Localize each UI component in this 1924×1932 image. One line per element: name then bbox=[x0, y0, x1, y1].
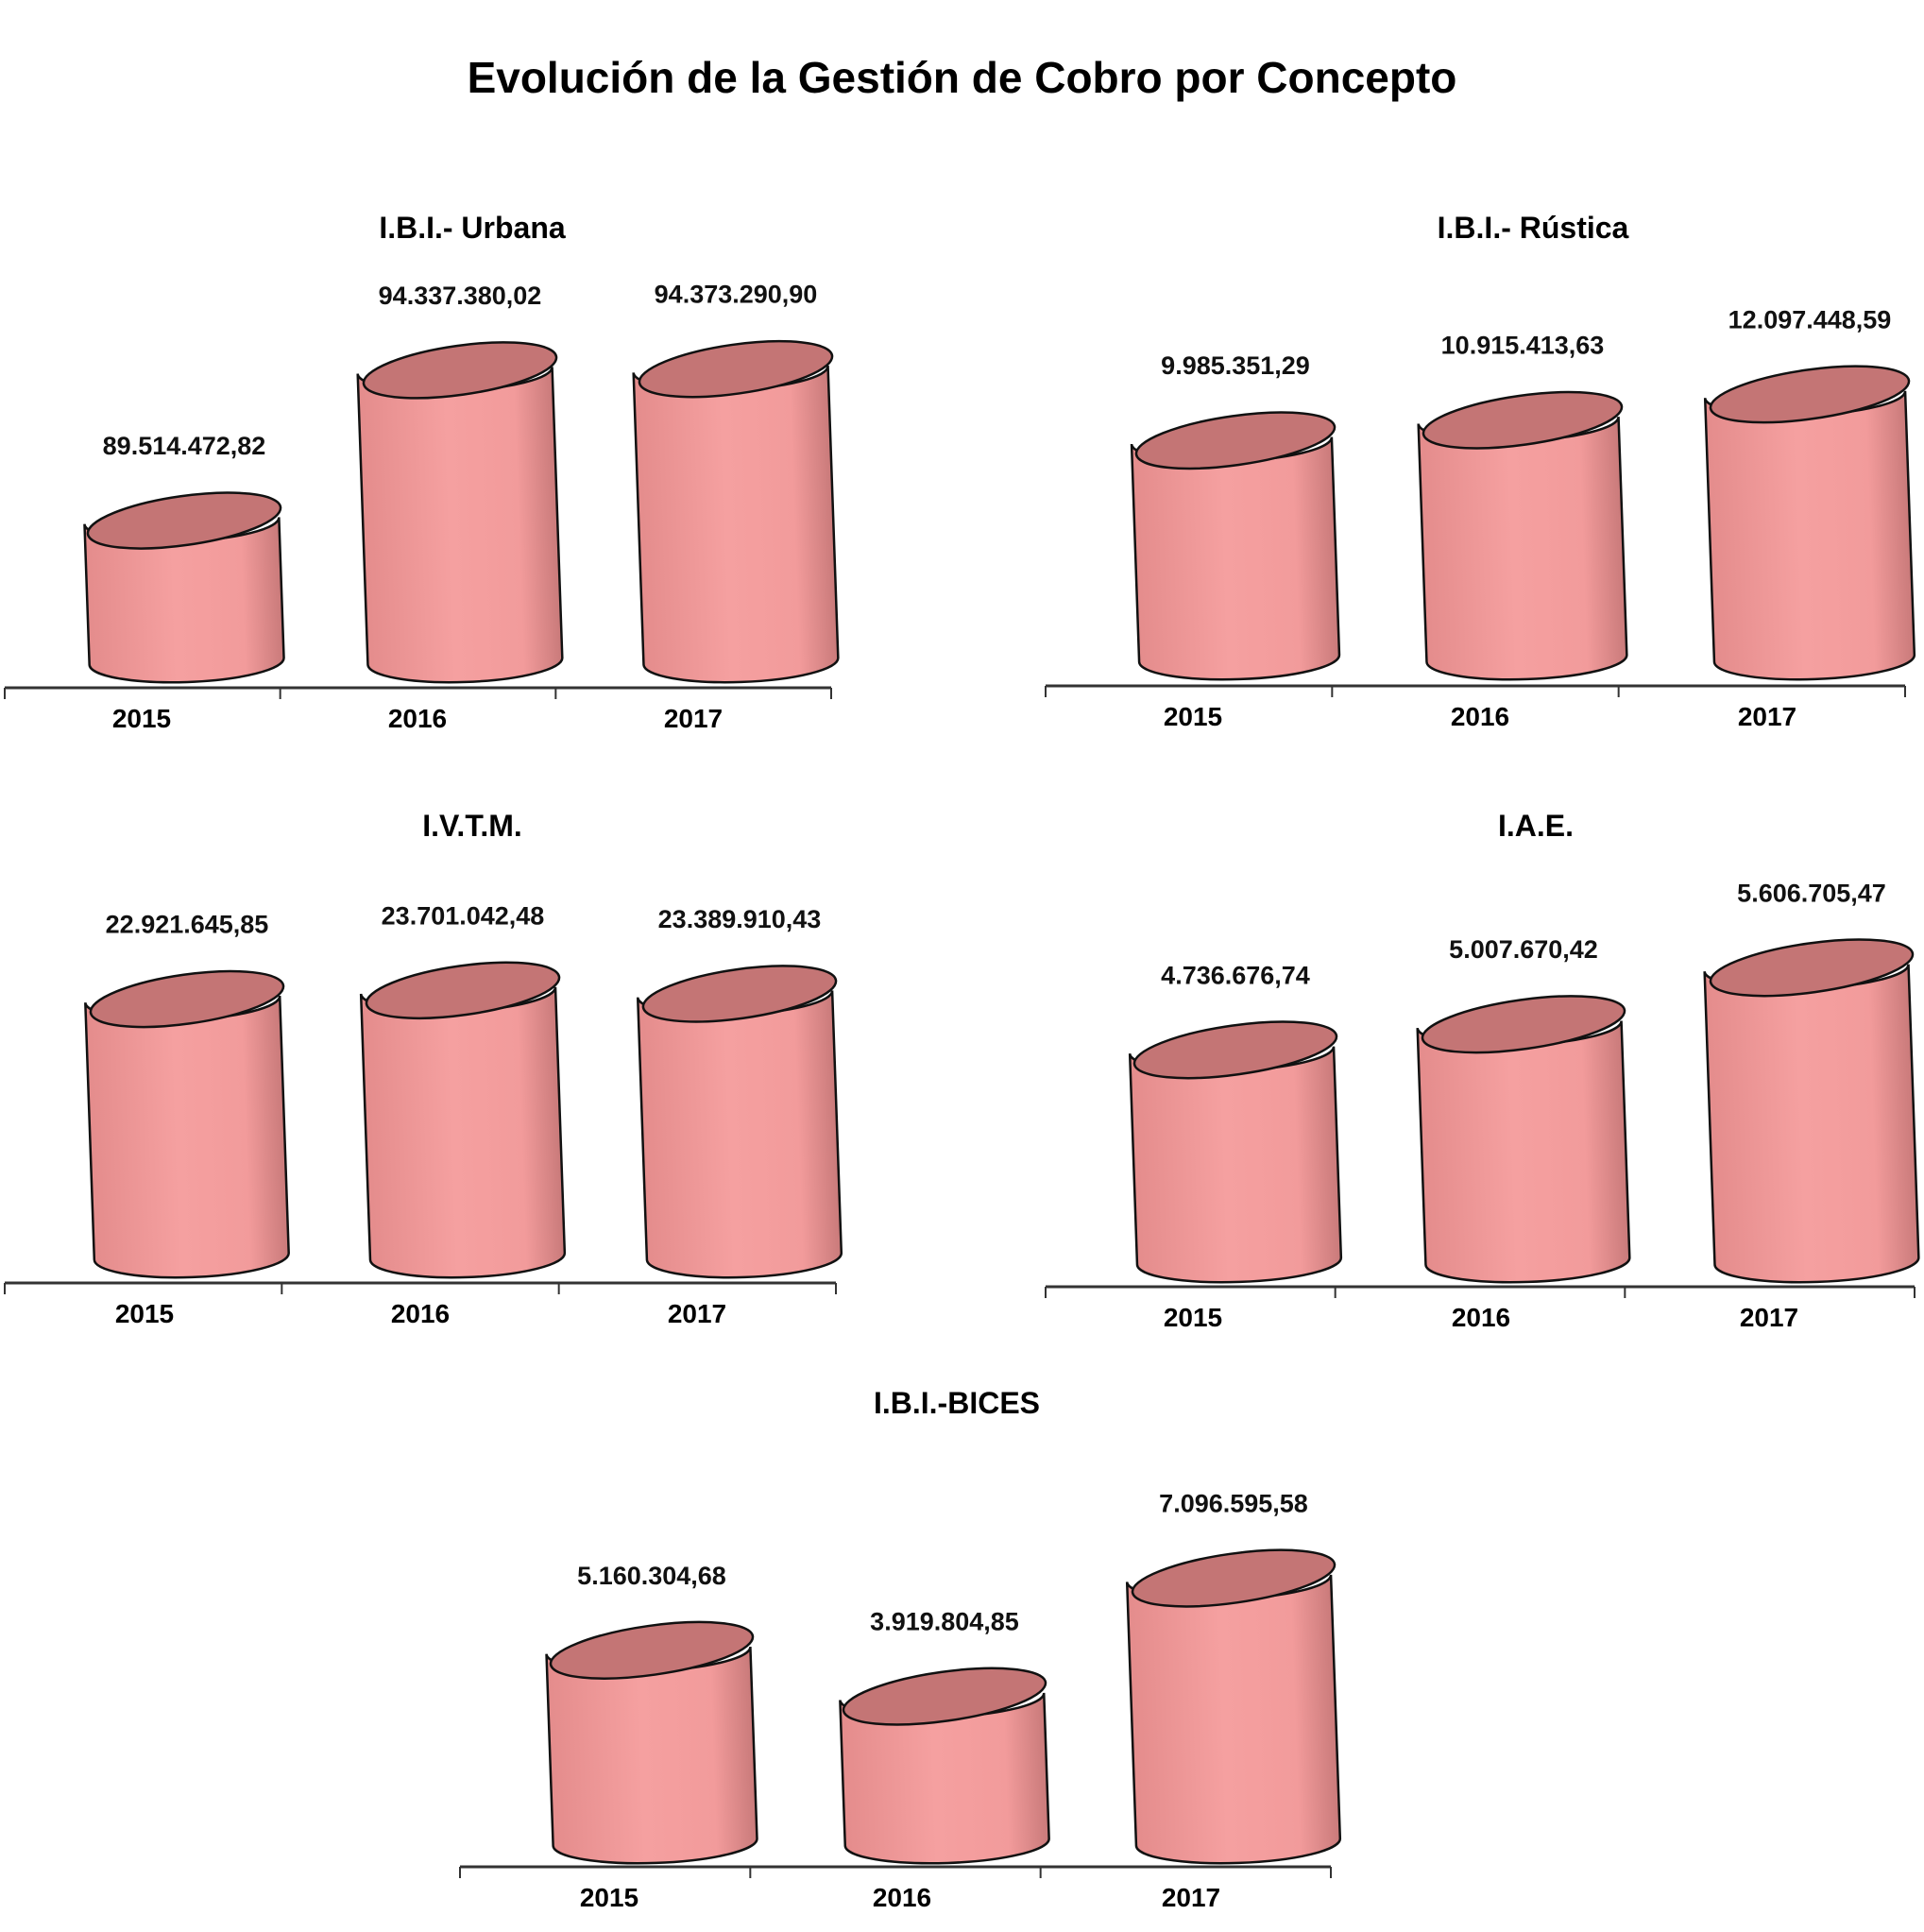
bar-top bbox=[362, 341, 558, 400]
bar-body bbox=[1703, 964, 1920, 1284]
bar-2017 bbox=[1703, 938, 1920, 1284]
bar-body bbox=[632, 366, 840, 684]
x-tick-label: 2015 bbox=[580, 1883, 638, 1912]
bar-body bbox=[1416, 1020, 1631, 1284]
bar-top bbox=[1422, 390, 1624, 450]
bar-2016 bbox=[359, 961, 567, 1279]
bar-2017 bbox=[636, 965, 843, 1279]
x-tick-label: 2016 bbox=[391, 1299, 450, 1328]
data-label: 94.337.380,02 bbox=[379, 282, 542, 310]
bar-body bbox=[636, 990, 843, 1279]
x-tick-label: 2016 bbox=[1451, 702, 1509, 731]
data-label: 22.921.645,85 bbox=[106, 911, 269, 939]
data-label: 23.389.910,43 bbox=[658, 905, 822, 933]
bar-2015 bbox=[84, 969, 290, 1279]
bar-2017 bbox=[1703, 365, 1916, 681]
data-label: 3.919.804,85 bbox=[870, 1608, 1019, 1636]
bar-2016 bbox=[356, 341, 564, 684]
data-label: 5.160.304,68 bbox=[577, 1562, 726, 1590]
page-title: Evolución de la Gestión de Cobro por Con… bbox=[467, 53, 1457, 102]
bar-top bbox=[89, 969, 285, 1029]
chart-1: I.B.I.- Urbana 89.514.472,82 2015 94.337.38… bbox=[4, 211, 840, 733]
data-label: 94.373.290,90 bbox=[655, 281, 818, 309]
x-tick-label: 2017 bbox=[664, 704, 723, 733]
bar-top bbox=[1132, 1020, 1338, 1080]
x-tick-label: 2015 bbox=[115, 1299, 174, 1328]
bar-2015 bbox=[1130, 411, 1341, 681]
bar-body bbox=[545, 1646, 758, 1865]
bar-top bbox=[1709, 938, 1915, 998]
bar-body bbox=[1703, 390, 1916, 681]
bar-2015 bbox=[83, 491, 285, 684]
data-label: 5.007.670,42 bbox=[1449, 935, 1598, 964]
bar-2016 bbox=[1417, 390, 1628, 681]
chart-title: I.B.I.- Rústica bbox=[1438, 211, 1629, 245]
chart-title: I.A.E. bbox=[1498, 809, 1574, 843]
bar-top bbox=[1709, 365, 1911, 424]
chart-title: I.V.T.M. bbox=[422, 809, 522, 843]
bar-body bbox=[359, 986, 567, 1279]
chart-5: I.B.I.-BICES 5.160.304,68 2015 3.919.804,85… bbox=[459, 1386, 1342, 1912]
chart-2: I.B.I.- Rústica 9.985.351,29 2015 10.915.41… bbox=[1045, 211, 1916, 731]
bar-top bbox=[1134, 411, 1337, 470]
bar-body bbox=[1125, 1574, 1342, 1865]
x-tick-label: 2015 bbox=[1164, 702, 1222, 731]
data-label: 7.096.595,58 bbox=[1159, 1490, 1308, 1518]
chart-title: I.B.I.-BICES bbox=[874, 1386, 1040, 1420]
data-label: 10.915.413,63 bbox=[1441, 332, 1605, 360]
data-label: 9.985.351,29 bbox=[1161, 351, 1310, 380]
data-label: 89.514.472,82 bbox=[103, 432, 266, 460]
x-tick-label: 2016 bbox=[1452, 1303, 1510, 1332]
x-tick-label: 2016 bbox=[388, 704, 447, 733]
bar-top bbox=[842, 1667, 1047, 1726]
bar-2015 bbox=[545, 1620, 758, 1865]
data-label: 4.736.676,74 bbox=[1161, 961, 1310, 989]
x-tick-label: 2015 bbox=[112, 704, 171, 733]
x-tick-label: 2016 bbox=[873, 1883, 931, 1912]
data-label: 23.701.042,48 bbox=[382, 901, 545, 930]
bar-body bbox=[84, 995, 290, 1279]
bar-top bbox=[365, 961, 561, 1019]
bar-top bbox=[641, 965, 838, 1023]
bar-top bbox=[1131, 1548, 1337, 1608]
bar-top bbox=[549, 1620, 755, 1680]
bar-2016 bbox=[839, 1667, 1050, 1865]
x-tick-label: 2017 bbox=[668, 1299, 726, 1328]
bar-top bbox=[638, 339, 834, 399]
bar-body bbox=[1128, 1046, 1343, 1284]
chart-4: I.A.E. 4.736.676,74 2015 5.007.670,42 2016 5.… bbox=[1045, 809, 1920, 1332]
bar-top bbox=[1421, 995, 1626, 1054]
bar-body bbox=[1130, 436, 1341, 681]
bar-body bbox=[1417, 416, 1628, 681]
chart-3: I.V.T.M. 22.921.645,85 2015 23.701.042,48 20… bbox=[4, 809, 843, 1328]
bar-2017 bbox=[632, 339, 840, 684]
x-tick-label: 2017 bbox=[1740, 1303, 1798, 1332]
bar-body bbox=[356, 367, 564, 684]
x-tick-label: 2015 bbox=[1164, 1303, 1222, 1332]
bar-2017 bbox=[1125, 1548, 1342, 1865]
x-tick-label: 2017 bbox=[1738, 702, 1796, 731]
bar-top bbox=[86, 491, 282, 550]
data-label: 12.097.448,59 bbox=[1728, 305, 1892, 333]
bar-2016 bbox=[1416, 995, 1631, 1284]
data-label: 5.606.705,47 bbox=[1737, 879, 1886, 907]
bar-2015 bbox=[1128, 1020, 1343, 1284]
chart-title: I.B.I.- Urbana bbox=[379, 211, 566, 245]
x-tick-label: 2017 bbox=[1162, 1883, 1220, 1912]
